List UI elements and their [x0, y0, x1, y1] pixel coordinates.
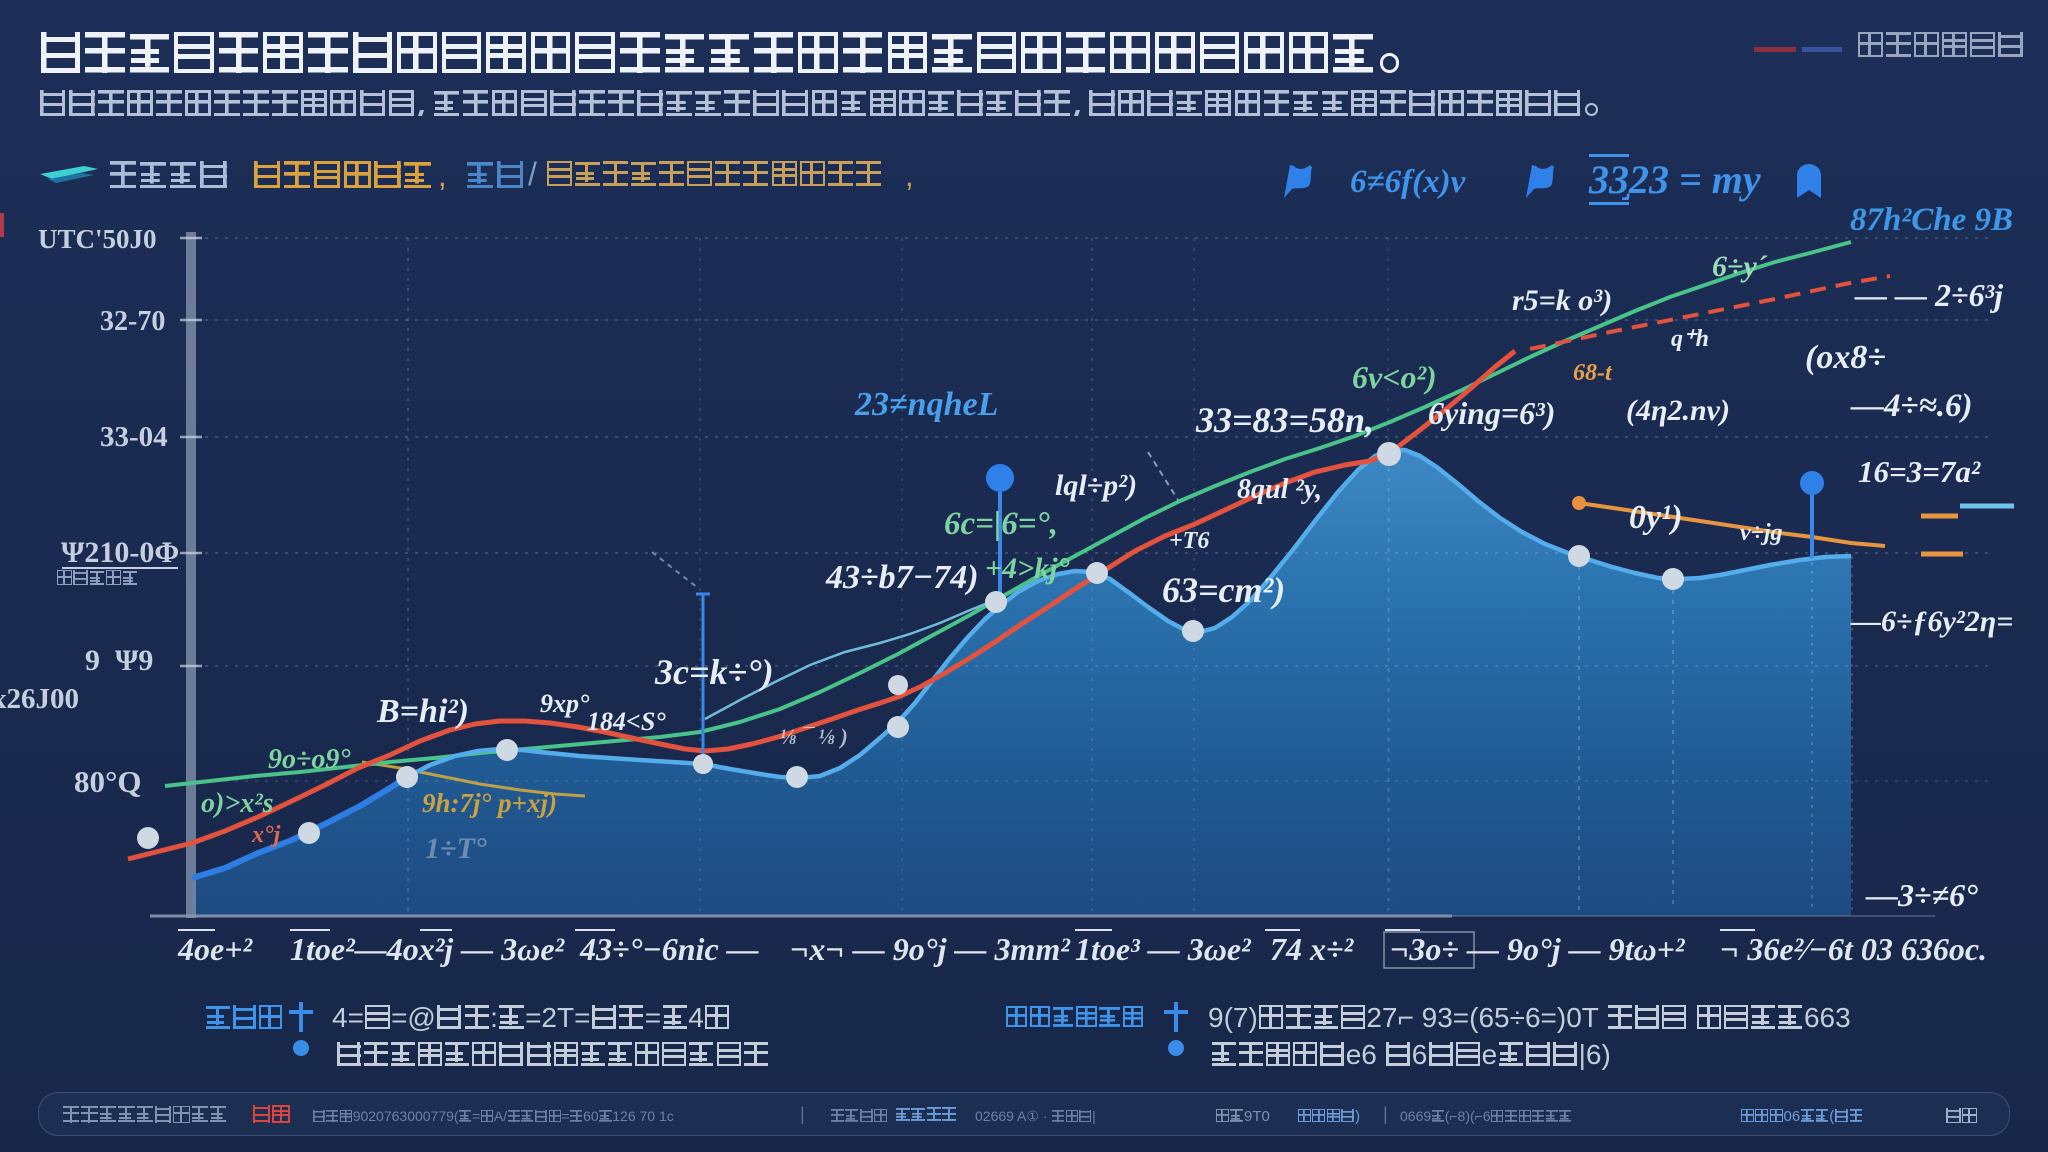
svg-text:0y¹): 0y¹)	[1629, 499, 1683, 536]
svg-text:33=83=58n,: 33=83=58n,	[1195, 400, 1374, 440]
svg-text:+4>kj°: +4>kj°	[985, 552, 1070, 585]
svg-text:4oe+²: 4oe+²	[177, 931, 253, 967]
svg-text:68-t: 68-t	[1573, 360, 1613, 386]
svg-text:23≠nqheL: 23≠nqheL	[854, 386, 998, 423]
svg-text:1÷T°: 1÷T°	[425, 832, 487, 865]
svg-text:¬ 36e²∕−6t 03 636oc.: ¬ 36e²∕−6t 03 636oc.	[1720, 931, 1987, 967]
svg-text:9h:7j° p+xj): 9h:7j° p+xj)	[422, 788, 557, 818]
svg-text:B=hi²): B=hi²)	[376, 693, 469, 730]
svg-text:1toe²—4ox²j — 3ωe²: 1toe²—4ox²j — 3ωe²	[290, 931, 566, 967]
svg-text:1toe³ — 3ωe²: 1toe³ — 3ωe²	[1075, 931, 1252, 967]
svg-text:9o÷o9°: 9o÷o9°	[268, 744, 351, 775]
svg-text:o)>x²s: o)>x²s	[201, 788, 274, 819]
svg-text:80°Q: 80°Q	[74, 764, 142, 799]
svg-text:¬x¬ — 9o°j — 3mm²: ¬x¬ — 9o°j — 3mm²	[790, 931, 1071, 967]
svg-text:r5=k o³): r5=k o³)	[1512, 284, 1612, 317]
svg-text:43÷°−6nic —: 43÷°−6nic —	[579, 931, 759, 967]
svg-text:184<S°: 184<S°	[587, 707, 666, 736]
svg-text:(ox8÷: (ox8÷	[1805, 339, 1886, 376]
svg-text:(4η2.nν): (4η2.nν)	[1626, 394, 1730, 427]
svg-text:—4÷≈.6): —4÷≈.6)	[1850, 388, 1972, 424]
svg-text:6c=|6=°,: 6c=|6=°,	[944, 506, 1058, 542]
svg-text:¬3o÷ — 9o°j — 9tω+²: ¬3o÷ — 9o°j — 9tω+²	[1390, 931, 1686, 967]
svg-text:— — 2÷6³j: — — 2÷6³j	[1854, 277, 2003, 313]
svg-text:q⁺h: q⁺h	[1671, 326, 1709, 352]
svg-text:⅛ ¯ ⅛ ): ⅛ ¯ ⅛ )	[780, 724, 848, 749]
svg-text:6÷y´: 6÷y´	[1712, 250, 1768, 283]
svg-text:—6÷ƒ6y²2η=: —6÷ƒ6y²2η=	[1850, 605, 2013, 638]
svg-text:—3÷≠6°: —3÷≠6°	[1865, 877, 1978, 913]
svg-text:9 Ψ9: 9 Ψ9	[85, 644, 153, 677]
svg-text:6ying=6³): 6ying=6³)	[1428, 395, 1555, 431]
svg-text:9xp°: 9xp°	[540, 689, 590, 718]
svg-text:UTC'50J0: UTC'50J0	[38, 224, 157, 254]
svg-text:32-70: 32-70	[100, 306, 165, 337]
svg-text:3c=k÷°): 3c=k÷°)	[654, 652, 774, 692]
svg-text:63=cm²): 63=cm²)	[1162, 570, 1285, 610]
svg-text:43÷b7−74): 43÷b7−74)	[825, 559, 979, 596]
svg-text:lql÷p²): lql÷p²)	[1055, 469, 1137, 502]
svg-text:87h²Che 9B: 87h²Che 9B	[1850, 202, 2013, 238]
svg-text:74 x÷²: 74 x÷²	[1270, 931, 1355, 967]
svg-text:8qul ²y,: 8qul ²y,	[1237, 474, 1322, 505]
svg-text:x26J00: x26J00	[0, 683, 79, 715]
svg-text:16=3=7a²: 16=3=7a²	[1858, 454, 1981, 489]
svg-text:v÷jg: v÷jg	[1740, 520, 1783, 546]
svg-text:+T6: +T6	[1169, 528, 1209, 554]
svg-text:6v<o²): 6v<o²)	[1352, 359, 1437, 395]
svg-text:33-04: 33-04	[100, 421, 168, 453]
svg-text:x°j: x°j	[251, 822, 281, 848]
svg-text:Ψ210-0Φ: Ψ210-0Φ	[61, 536, 179, 569]
